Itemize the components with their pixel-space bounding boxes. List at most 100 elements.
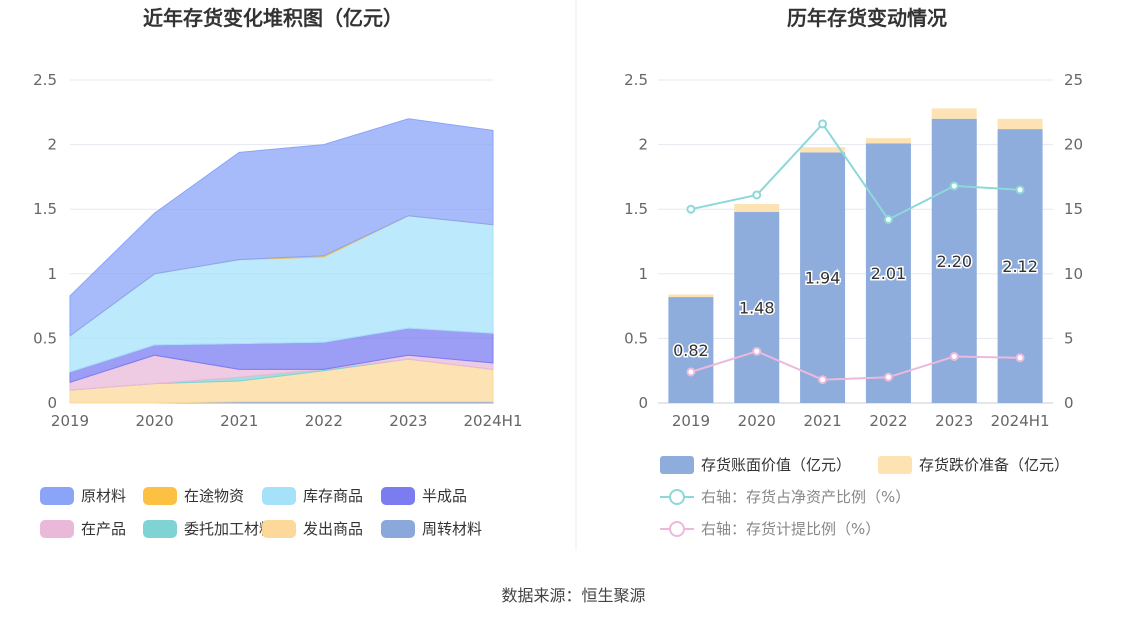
left-legend-item: 半成品 <box>381 487 467 505</box>
left-legend-item: 发出商品 <box>262 520 363 538</box>
left-y-tick-label: 0 <box>47 394 57 412</box>
right-bar-series <box>668 108 1043 404</box>
left-y-axis: 0 0.5 1 1.5 2 2.5 <box>33 71 57 412</box>
left-legend-swatch <box>143 487 177 505</box>
line-inventory-to-net-assets-point <box>686 204 696 214</box>
right-y-tick-label: 2.5 <box>624 71 648 89</box>
line-provision-ratio-point <box>1015 353 1025 363</box>
line-inventory-to-net-assets <box>690 122 1021 221</box>
left-legend-label: 原材料 <box>81 487 126 505</box>
left-chart-title: 近年存货变化堆积图（亿元） <box>143 6 403 30</box>
left-chart: 近年存货变化堆积图（亿元） 0 0.5 1 1.5 2 2.5 2019 2020 2021 2… <box>33 6 523 538</box>
right-y2-tick-label: 20 <box>1064 136 1083 154</box>
right-y2-tick-label: 25 <box>1064 71 1083 89</box>
area-原材料 <box>69 118 494 337</box>
line-inventory-to-net-assets-point <box>883 215 893 225</box>
bar-impairment-provision <box>931 108 977 119</box>
bar-impairment-provision <box>997 118 1043 130</box>
line-inventory-to-net-assets-point <box>818 119 828 129</box>
right-legend-item: 右轴：存货计提比例（%） <box>660 520 880 538</box>
bar-value-label: 2.20 <box>936 252 972 271</box>
left-y-tick-label: 1.5 <box>33 200 57 218</box>
right-gridlines <box>658 79 1053 404</box>
left-legend-swatch <box>381 487 415 505</box>
right-legend-swatch <box>660 456 694 474</box>
right-y-tick-label: 0.5 <box>624 329 648 347</box>
right-x-tick-label: 2019 <box>672 412 710 430</box>
left-legend-label: 库存商品 <box>303 487 363 505</box>
right-bar-labels: 0.82 1.48 1.94 2.01 2.20 2.12 <box>672 250 1040 361</box>
right-x-tick-label: 2024H1 <box>991 412 1050 430</box>
bar-book-value <box>865 143 911 404</box>
left-legend-item: 在途物资 <box>143 487 244 505</box>
right-y2-tick-label: 5 <box>1064 329 1074 347</box>
right-legend-marker <box>669 489 685 505</box>
line-provision-ratio-point <box>818 375 828 385</box>
right-legend-label: 存货账面价值（亿元） <box>701 456 851 474</box>
line-provision-ratio-point <box>949 351 959 361</box>
left-x-axis: 2019 2020 2021 2022 2023 2024H1 <box>51 412 523 430</box>
right-chart-title: 历年存货变动情况 <box>787 6 947 30</box>
left-legend-item: 周转材料 <box>381 520 482 538</box>
right-chart: 历年存货变动情况 0.82 1.48 1.94 2.01 2.20 2.12 0 0.5 1 1… <box>624 6 1083 538</box>
right-legend-label: 右轴：存货计提比例（%） <box>701 520 880 538</box>
right-y2-tick-label: 0 <box>1064 394 1074 412</box>
left-y-tick-label: 2.5 <box>33 71 57 89</box>
line-provision-ratio-point <box>883 372 893 382</box>
bar-book-value <box>734 211 780 403</box>
right-legend-marker <box>669 521 685 537</box>
right-legend-label: 存货跌价准备（亿元） <box>919 456 1069 474</box>
left-legend-label: 半成品 <box>422 487 467 505</box>
right-y-tick-label: 2 <box>638 136 648 154</box>
left-legend-label: 周转材料 <box>422 520 482 538</box>
left-x-tick-label: 2019 <box>51 412 89 430</box>
right-legend-label: 右轴：存货占净资产比例（%） <box>701 488 910 506</box>
left-legend-item: 库存商品 <box>262 487 363 505</box>
bar-impairment-provision <box>668 294 714 298</box>
left-legend-swatch <box>40 520 74 538</box>
bar-value-label: 1.94 <box>805 269 841 288</box>
line-provision-ratio-point <box>752 346 762 356</box>
right-x-tick-label: 2021 <box>803 412 841 430</box>
right-x-tick-label: 2023 <box>935 412 973 430</box>
line-inventory-to-net-assets-point <box>752 190 762 200</box>
left-y-tick-label: 1 <box>47 265 57 283</box>
right-legend-swatch <box>878 456 912 474</box>
right-legend: 存货账面价值（亿元） 存货跌价准备（亿元） 右轴：存货占净资产比例（%） 右轴：存货计… <box>660 456 1069 538</box>
left-x-tick-label: 2021 <box>220 412 258 430</box>
left-y-tick-label: 0.5 <box>33 329 57 347</box>
left-legend-label: 在产品 <box>81 520 126 538</box>
left-legend-swatch <box>262 520 296 538</box>
left-legend-label: 在途物资 <box>184 487 244 505</box>
left-legend-label: 委托加工材料 <box>184 520 274 538</box>
left-legend-swatch <box>262 487 296 505</box>
line-provision-ratio <box>690 350 1021 381</box>
left-legend-label: 发出商品 <box>303 520 363 538</box>
bar-value-label: 1.48 <box>739 298 775 317</box>
bar-book-value <box>668 297 714 403</box>
line-provision-ratio-point <box>686 367 696 377</box>
right-legend-item: 右轴：存货占净资产比例（%） <box>660 488 910 506</box>
bar-impairment-provision <box>800 147 846 153</box>
data-source: 数据来源：恒生聚源 <box>501 586 646 605</box>
left-x-tick-label: 2023 <box>389 412 427 430</box>
bar-impairment-provision <box>734 204 780 212</box>
left-x-tick-label: 2024H1 <box>464 412 523 430</box>
right-right-y-axis: 0 5 10 15 20 25 <box>1064 71 1083 412</box>
left-legend-swatch <box>40 487 74 505</box>
left-legend-swatch <box>143 520 177 538</box>
left-y-tick-label: 2 <box>47 136 57 154</box>
left-legend-item: 委托加工材料 <box>143 520 274 538</box>
right-line-series <box>686 119 1025 385</box>
right-x-tick-label: 2022 <box>869 412 907 430</box>
right-x-tick-label: 2020 <box>738 412 776 430</box>
line-inventory-to-net-assets-point <box>949 181 959 191</box>
left-legend-item: 原材料 <box>40 487 126 505</box>
right-legend-item: 存货跌价准备（亿元） <box>878 456 1069 474</box>
right-x-axis: 2019 2020 2021 2022 2023 2024H1 <box>672 412 1050 430</box>
left-x-tick-label: 2020 <box>136 412 174 430</box>
bar-impairment-provision <box>865 138 911 144</box>
line-inventory-to-net-assets-point <box>1015 185 1025 195</box>
bar-value-label: 2.12 <box>1002 257 1038 276</box>
